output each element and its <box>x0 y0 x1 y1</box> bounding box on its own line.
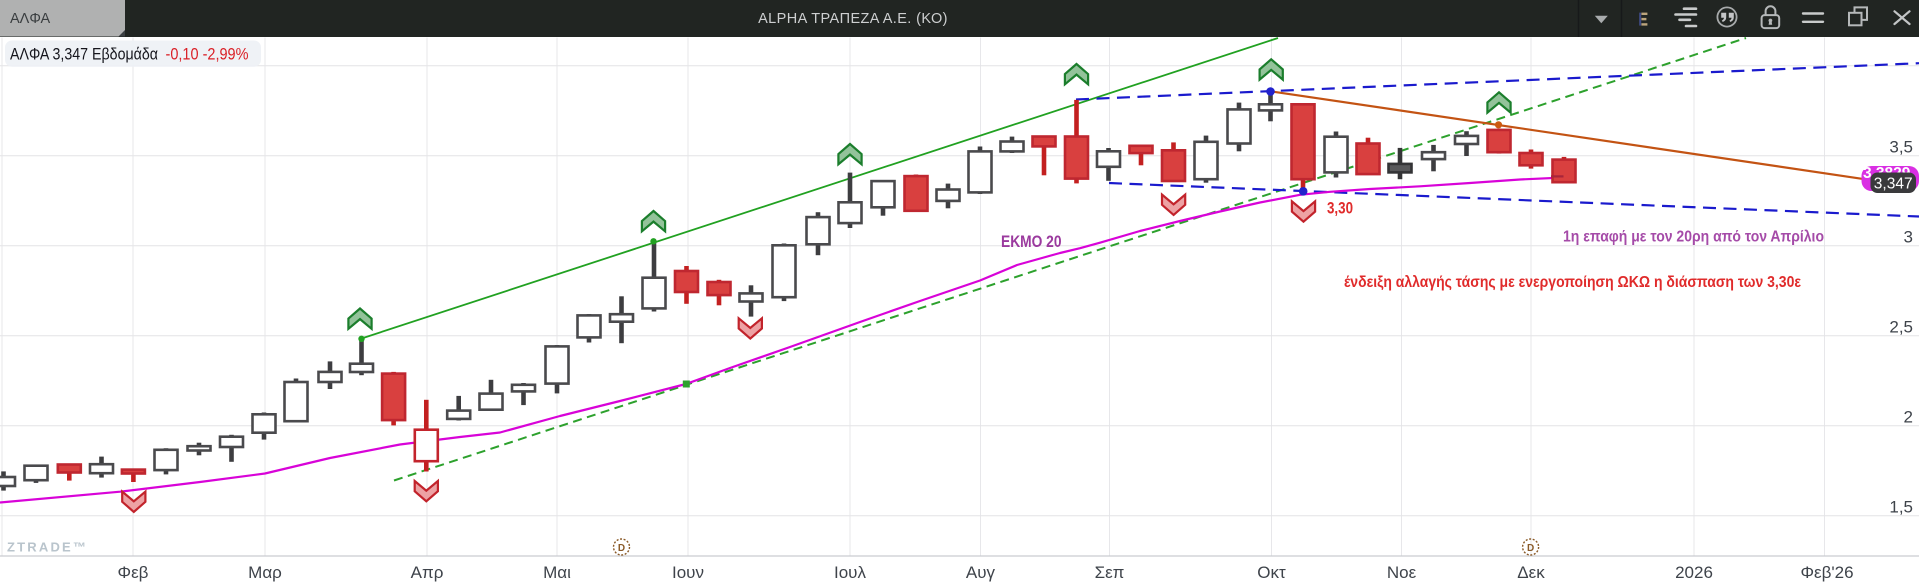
svg-text:-0,10 -2,99%: -0,10 -2,99% <box>166 45 249 64</box>
svg-text:Οκτ: Οκτ <box>1257 563 1286 582</box>
svg-text:Νοε: Νοε <box>1387 563 1417 582</box>
svg-text:3,5: 3,5 <box>1889 137 1913 156</box>
svg-text:D: D <box>1527 543 1534 554</box>
svg-text:3,30: 3,30 <box>1327 200 1353 218</box>
svg-text:ΑΛΦΑ 3,347 Εβδομάδα: ΑΛΦΑ 3,347 Εβδομάδα <box>10 45 158 64</box>
svg-text:Αυγ: Αυγ <box>966 563 996 582</box>
svg-text:Ιουν: Ιουν <box>672 563 704 582</box>
svg-text:1η επαφή με τον 20ρη από τον Α: 1η επαφή με τον 20ρη από τον Απρίλιο <box>1563 229 1824 246</box>
svg-text:ALPHA ΤΡΑΠΕΖΑ Α.Ε. (ΚΟ): ALPHA ΤΡΑΠΕΖΑ Α.Ε. (ΚΟ) <box>758 11 948 27</box>
svg-text:2: 2 <box>1904 407 1913 426</box>
svg-text:Σεπ: Σεπ <box>1095 563 1125 582</box>
svg-text:3: 3 <box>1904 227 1913 246</box>
svg-text:Ιουλ: Ιουλ <box>834 563 866 582</box>
svg-text:Φεβ'26: Φεβ'26 <box>1800 563 1853 582</box>
svg-text:Απρ: Απρ <box>411 563 444 582</box>
svg-text:ένδειξη αλλαγής τάσης με ενεργ: ένδειξη αλλαγής τάσης με ενεργοποίηση ΩΚ… <box>1344 274 1801 291</box>
svg-text:ΕΚΜΟ 20: ΕΚΜΟ 20 <box>1001 233 1062 251</box>
svg-text:ZTRADE™: ZTRADE™ <box>7 540 88 555</box>
svg-text:1,5: 1,5 <box>1889 497 1913 516</box>
svg-text:Δεκ: Δεκ <box>1517 563 1545 582</box>
svg-text:Φεβ: Φεβ <box>118 563 149 582</box>
svg-text:2,5: 2,5 <box>1889 317 1913 336</box>
svg-text:D: D <box>618 543 625 554</box>
svg-text:Μαι: Μαι <box>543 563 571 582</box>
svg-text:Μαρ: Μαρ <box>248 563 282 582</box>
svg-text:ΑΛΦΑ: ΑΛΦΑ <box>10 11 51 27</box>
svg-text:3,347: 3,347 <box>1874 175 1913 192</box>
svg-text:2026: 2026 <box>1675 563 1713 582</box>
